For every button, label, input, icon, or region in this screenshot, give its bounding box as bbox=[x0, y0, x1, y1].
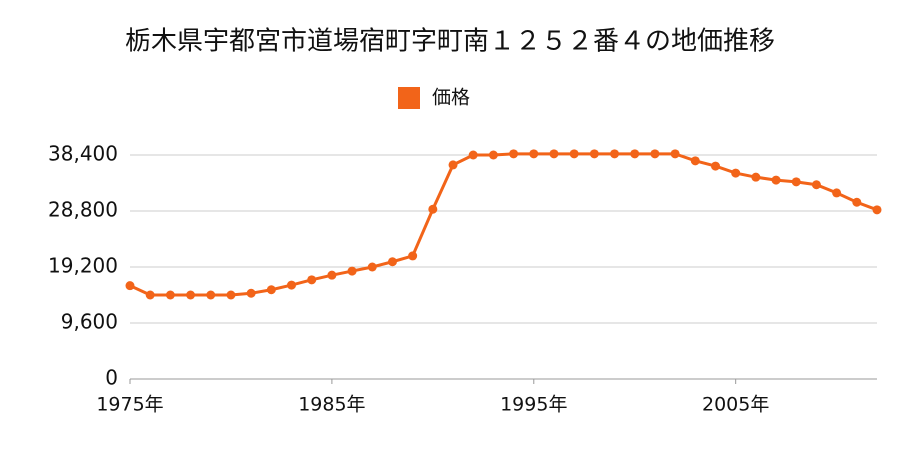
data-point bbox=[630, 149, 640, 159]
data-point bbox=[529, 149, 539, 159]
data-point bbox=[387, 257, 397, 267]
data-point bbox=[771, 175, 781, 185]
data-point bbox=[852, 197, 862, 207]
data-point bbox=[751, 172, 761, 182]
data-point bbox=[327, 270, 337, 280]
data-point bbox=[509, 149, 519, 159]
data-point bbox=[307, 275, 317, 285]
x-tick-label: 1995年 bbox=[500, 394, 567, 416]
data-point bbox=[610, 149, 620, 159]
data-point bbox=[226, 290, 236, 300]
data-point bbox=[165, 290, 175, 300]
data-point bbox=[287, 280, 297, 290]
data-point bbox=[811, 180, 821, 190]
data-point bbox=[832, 188, 842, 198]
data-point bbox=[569, 149, 579, 159]
data-point bbox=[266, 285, 276, 295]
y-tick-label: 28,800 bbox=[48, 198, 118, 222]
series-line bbox=[129, 152, 878, 297]
data-point bbox=[186, 290, 196, 300]
data-point bbox=[428, 204, 438, 214]
y-tick-label: 19,200 bbox=[48, 254, 118, 278]
data-point bbox=[710, 161, 720, 171]
data-point bbox=[670, 149, 680, 159]
data-point bbox=[206, 290, 216, 300]
data-point bbox=[488, 150, 498, 160]
legend-swatch bbox=[398, 87, 420, 109]
x-tick-label: 1975年 bbox=[96, 394, 163, 416]
data-point bbox=[448, 160, 458, 170]
x-tick-label: 2005年 bbox=[702, 394, 769, 416]
y-tick-label: 9,600 bbox=[61, 310, 118, 334]
data-point bbox=[650, 149, 660, 159]
data-point bbox=[731, 168, 741, 178]
chart-title: 栃木県宇都宮市道場宿町字町南１２５２番４の地価推移 bbox=[125, 27, 775, 57]
data-point bbox=[690, 156, 700, 166]
y-tick-label: 0 bbox=[105, 366, 118, 390]
data-point bbox=[125, 281, 135, 291]
y-tick-label: 38,400 bbox=[48, 142, 118, 166]
data-point bbox=[408, 251, 418, 261]
x-tick-label: 1985年 bbox=[298, 394, 365, 416]
data-point bbox=[468, 150, 478, 160]
data-point bbox=[367, 262, 377, 272]
legend-label: 価格 bbox=[432, 87, 470, 109]
data-point bbox=[145, 290, 155, 300]
data-point bbox=[589, 149, 599, 159]
data-point bbox=[549, 149, 559, 159]
data-point bbox=[246, 288, 256, 298]
data-point bbox=[791, 177, 801, 187]
data-point bbox=[872, 205, 882, 215]
data-point bbox=[347, 266, 357, 276]
